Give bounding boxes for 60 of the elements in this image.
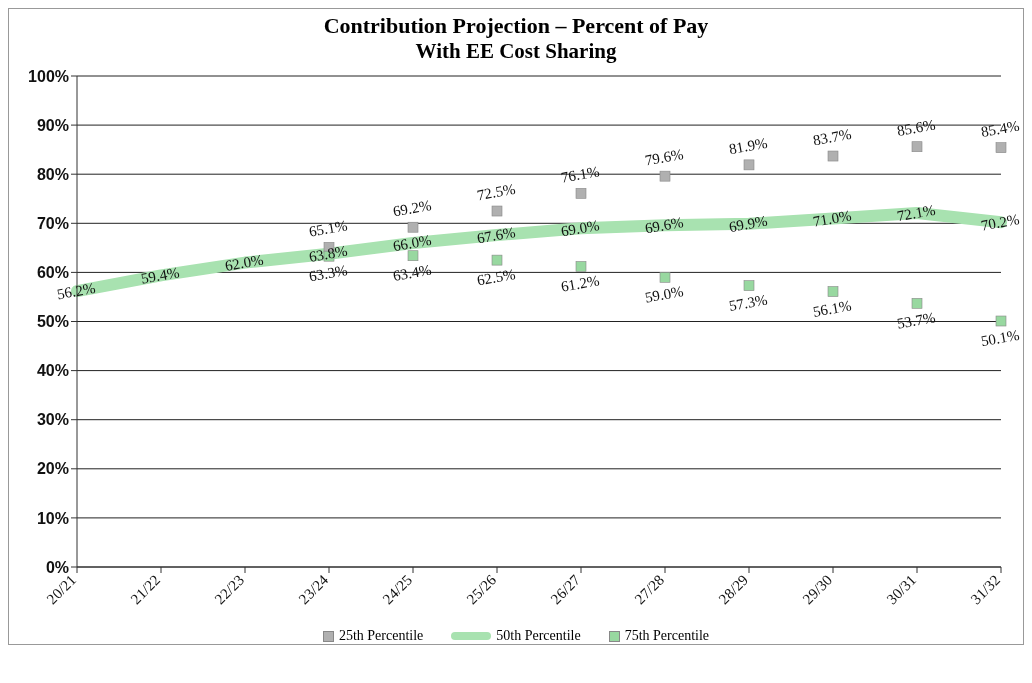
y-tick-label: 60% (36, 264, 69, 282)
data-label: 69.6% (643, 214, 685, 237)
point (407, 221, 419, 233)
data-label: 66.0% (391, 231, 433, 255)
data-label: 70.2% (979, 211, 1021, 234)
data-label: 69.2% (391, 197, 433, 220)
data-label: 81.9% (727, 134, 769, 158)
data-label: 65.1% (307, 217, 349, 240)
y-tick-label: 10% (36, 509, 69, 527)
y-tick-label: 90% (36, 116, 69, 134)
data-label: 50.1% (979, 326, 1021, 350)
legend-label: 75th Percentile (624, 628, 710, 644)
data-label: 79.6% (643, 146, 685, 169)
data-label: 72.5% (475, 180, 517, 204)
data-label: 59.0% (643, 283, 685, 306)
legend-label: 50th Percentile (496, 628, 581, 644)
data-label: 63.4% (391, 261, 433, 285)
data-label: 85.4% (979, 117, 1021, 140)
point (743, 280, 755, 291)
point (827, 286, 839, 297)
data-label: 69.0% (559, 217, 601, 240)
data-label: 83.7% (811, 125, 853, 149)
point (659, 170, 671, 182)
point (575, 188, 587, 199)
point (995, 315, 1007, 327)
point (659, 272, 671, 283)
data-label: 57.3% (727, 291, 769, 314)
point (911, 141, 923, 152)
point (575, 261, 587, 272)
y-tick-label: 50% (36, 313, 69, 331)
point (491, 254, 503, 266)
y-tick-label: 40% (36, 362, 69, 380)
data-label: 56.2% (55, 279, 97, 303)
data-label: 59.4% (139, 264, 181, 287)
chart-subtitle: With EE Cost Sharing (414, 39, 618, 64)
data-label: 56.1% (811, 297, 853, 320)
data-label: 53.7% (895, 309, 937, 332)
point (827, 150, 839, 162)
data-label: 62.0% (223, 251, 265, 274)
legend-label: 25th Percentile (338, 628, 424, 644)
y-tick-label: 70% (36, 214, 69, 232)
point (491, 205, 503, 217)
point (407, 250, 419, 262)
point (911, 298, 923, 309)
y-tick-label: 80% (36, 165, 69, 183)
chart-title: Contribution Projection – Percent of Pay (322, 13, 710, 39)
point (995, 142, 1007, 153)
y-tick-label: 0% (45, 558, 69, 576)
data-label: 69.9% (727, 212, 769, 236)
y-tick-label: 100% (28, 67, 69, 85)
y-tick-label: 30% (36, 411, 69, 429)
data-label: 76.1% (559, 163, 601, 186)
data-label: 67.6% (475, 223, 517, 247)
data-label: 62.5% (475, 265, 517, 289)
data-label: 72.1% (895, 201, 937, 225)
data-label: 71.0% (811, 207, 853, 230)
data-label: 85.6% (895, 116, 937, 140)
point (743, 159, 755, 171)
y-tick-label: 20% (36, 460, 69, 478)
data-label: 61.2% (559, 272, 601, 295)
